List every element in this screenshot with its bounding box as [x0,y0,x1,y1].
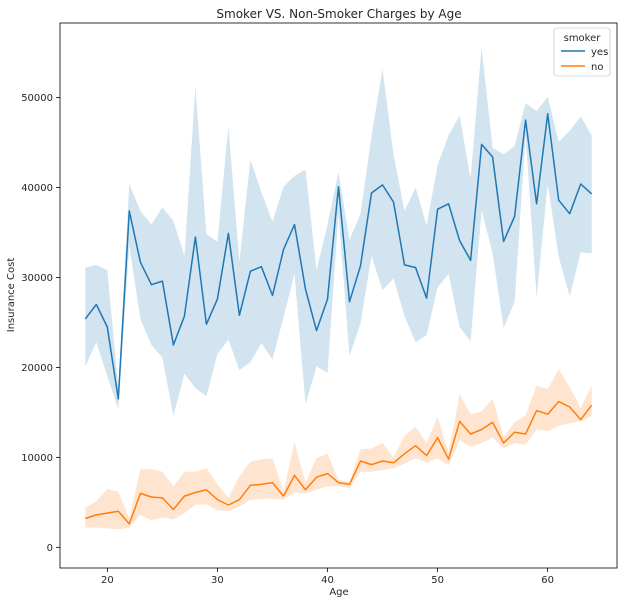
legend: smoker yes no [553,27,611,77]
legend-title: smoker [564,33,602,44]
x-axis-ticks: 20 30 40 50 60 [101,568,554,586]
legend-label-no: no [591,62,603,73]
plot-frame [59,22,618,569]
x-tick-label: 30 [211,575,224,586]
y-tick-label: 50000 [21,93,53,104]
series-lines [84,113,593,525]
confidence-bands [85,47,592,530]
series-line-yes [84,113,593,400]
y-tick-label: 30000 [21,273,53,284]
x-tick-label: 40 [321,575,334,586]
y-tick-label: 10000 [21,453,53,464]
y-axis-ticks: 0 10000 20000 30000 40000 50000 [21,93,60,554]
x-tick-label: 50 [431,575,444,586]
series-line-no [85,400,593,525]
ci-band-yes [85,47,592,417]
y-axis-label: Insurance Cost [6,258,17,333]
x-tick-label: 20 [101,575,114,586]
x-tick-label: 60 [541,575,554,586]
chart-title: Smoker VS. Non-Smoker Charges by Age [216,7,461,21]
y-tick-label: 20000 [21,363,53,374]
y-tick-label: 40000 [21,183,53,194]
ci-band-no [85,369,592,530]
legend-frame [553,27,611,77]
y-tick-label: 0 [47,543,53,554]
legend-label-yes: yes [591,47,608,58]
x-axis-label: Age [329,587,348,598]
